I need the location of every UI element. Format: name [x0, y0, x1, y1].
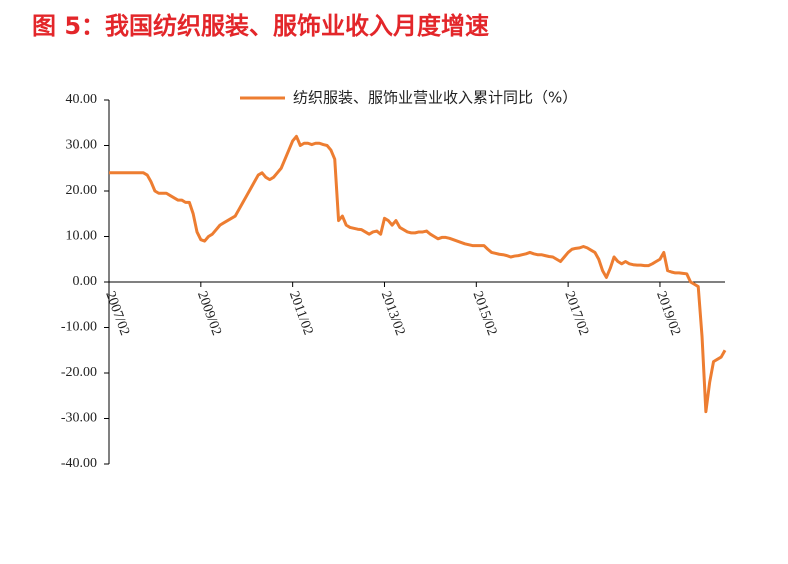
x-tick-label: 2007/02: [102, 289, 132, 337]
y-tick-label: 20.00: [66, 183, 98, 198]
x-tick-label: 2009/02: [194, 289, 224, 337]
y-tick-label: -40.00: [61, 456, 97, 471]
y-tick-label: -10.00: [61, 320, 97, 335]
chart-title: 图 5：我国纺织服装、服饰业收入月度增速: [32, 12, 489, 40]
x-tick-label: 2013/02: [378, 289, 408, 337]
x-tick-label: 2017/02: [561, 289, 591, 337]
x-tick-label: 2019/02: [653, 289, 683, 337]
y-tick-label: 10.00: [66, 229, 98, 244]
x-tick-label: 2015/02: [470, 289, 500, 337]
y-tick-label: 30.00: [66, 138, 98, 153]
y-tick-label: -20.00: [61, 365, 97, 380]
legend-label: 纺织服装、服饰业营业收入累计同比（%）: [293, 89, 577, 107]
x-tick-label: 2011/02: [286, 289, 316, 337]
series-line: [109, 134, 727, 414]
y-tick-label: 0.00: [73, 274, 98, 289]
y-tick-label: -30.00: [61, 411, 97, 426]
y-tick-label: 40.00: [66, 92, 98, 107]
